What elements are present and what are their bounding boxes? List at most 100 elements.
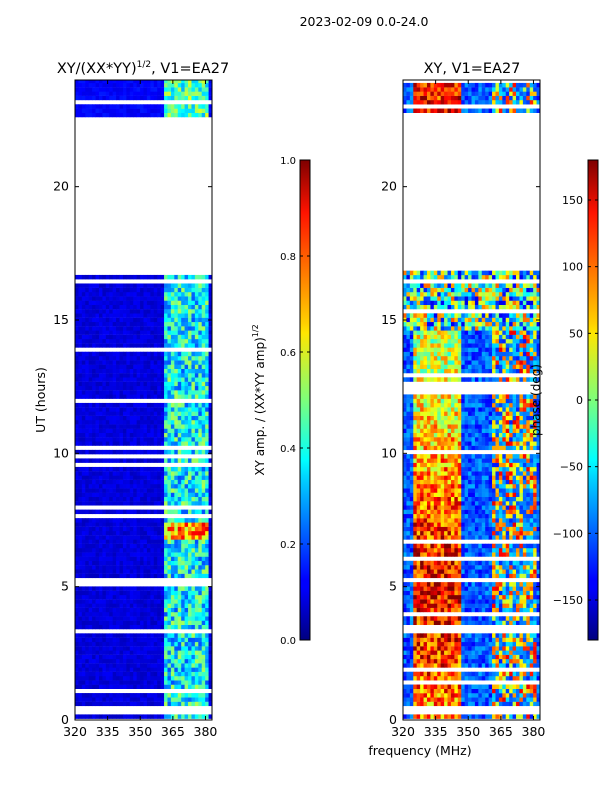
heatmap-cell [198, 603, 203, 608]
heatmap-cell [495, 688, 500, 694]
heatmap-cell [146, 569, 151, 574]
heatmap-cell [205, 82, 209, 88]
heatmap-cell [85, 420, 90, 425]
heatmap-cell [522, 633, 527, 638]
heatmap-cell [112, 424, 117, 429]
heatmap-cell [98, 313, 103, 318]
heatmap-cell [109, 586, 114, 591]
heatmap-cell [150, 488, 155, 493]
heatmap-cell [88, 80, 93, 84]
heatmap-cell [536, 586, 540, 591]
heatmap-cell [160, 283, 165, 288]
heatmap-cell [177, 586, 182, 591]
heatmap-cell [181, 356, 185, 361]
heatmap-cell [167, 317, 172, 323]
heatmap-cell [181, 522, 185, 527]
heatmap-cell [81, 633, 86, 638]
heatmap-cell [170, 607, 175, 613]
heatmap-cell [92, 641, 96, 647]
heatmap-cell [174, 407, 179, 412]
heatmap-cell [509, 586, 513, 591]
heatmap-cell [194, 522, 199, 527]
heatmap-cell [454, 663, 459, 668]
heatmap-cell [167, 650, 172, 655]
heatmap-cell [140, 633, 144, 638]
heatmap-cell [129, 313, 134, 318]
heatmap-cell [519, 646, 524, 651]
heatmap-cell [102, 458, 107, 463]
heatmap-cell [447, 650, 452, 655]
heatmap-cell [208, 287, 212, 293]
heatmap-cell [177, 407, 182, 412]
heatmap-cell [201, 356, 206, 361]
heatmap-cell [122, 390, 127, 395]
heatmap-cell [143, 556, 148, 561]
heatmap-cell [85, 394, 90, 399]
heatmap-cell [164, 449, 168, 455]
heatmap-cell [505, 714, 510, 719]
heatmap-cell [498, 637, 503, 643]
heatmap-cell [184, 676, 189, 681]
heatmap-cell [78, 484, 83, 489]
heatmap-cell [146, 509, 151, 515]
heatmap-cell [105, 624, 110, 630]
heatmap-cell [208, 671, 212, 677]
heatmap-cell [188, 667, 192, 672]
heatmap-cell [205, 428, 209, 433]
heatmap-cell [95, 420, 100, 425]
heatmap-cell [522, 646, 527, 651]
heatmap-cell [122, 684, 127, 689]
heatmap-cell [98, 377, 103, 382]
heatmap-cell [509, 654, 513, 660]
heatmap-cell [529, 676, 534, 681]
heatmap-cell [201, 368, 206, 374]
heatmap-cell [122, 543, 127, 549]
heatmap-cell [75, 680, 79, 685]
heatmap-cell [150, 641, 155, 647]
heatmap-cell [85, 283, 90, 288]
heatmap-cell [471, 658, 476, 664]
heatmap-cell [488, 582, 493, 587]
heatmap-cell [194, 701, 199, 707]
heatmap-cell [143, 680, 148, 685]
heatmap-cell [112, 518, 117, 523]
heatmap-cell [474, 616, 479, 621]
heatmap-cell [198, 82, 203, 88]
heatmap-cell [167, 633, 172, 638]
heatmap-cell [488, 633, 493, 638]
heatmap-cell [416, 658, 421, 664]
heatmap-cell [170, 684, 175, 689]
heatmap-cell [194, 552, 199, 557]
heatmap-cell [164, 590, 168, 596]
heatmap-cell [78, 407, 83, 412]
heatmap-cell [95, 535, 100, 540]
heatmap-cell [522, 688, 527, 694]
heatmap-cell [95, 304, 100, 310]
heatmap-cell [95, 658, 100, 664]
heatmap-cell [146, 274, 151, 280]
heatmap-cell [160, 535, 165, 540]
heatmap-cell [119, 458, 124, 463]
heatmap-cell [468, 599, 472, 604]
heatmap-cell [136, 466, 141, 472]
heatmap-cell [208, 373, 212, 378]
heatmap-cell [146, 616, 151, 621]
heatmap-cell [198, 684, 203, 689]
heatmap-cell [205, 552, 209, 557]
heatmap-cell [116, 381, 120, 387]
heatmap-cell [133, 479, 138, 485]
heatmap-cell [122, 548, 127, 553]
heatmap-cell [95, 415, 100, 421]
heatmap-cell [136, 633, 141, 638]
heatmap-cell [136, 475, 141, 480]
heatmap-cell [75, 671, 79, 677]
heatmap-cell [170, 599, 175, 604]
heatmap-cell [181, 590, 185, 596]
heatmap-cell [119, 364, 124, 369]
heatmap-cell [444, 582, 448, 587]
heatmap-cell [88, 680, 93, 685]
heatmap-cell [122, 287, 127, 293]
heatmap-cell [406, 586, 411, 591]
heatmap-cell [116, 95, 120, 101]
heatmap-cell [416, 620, 421, 625]
